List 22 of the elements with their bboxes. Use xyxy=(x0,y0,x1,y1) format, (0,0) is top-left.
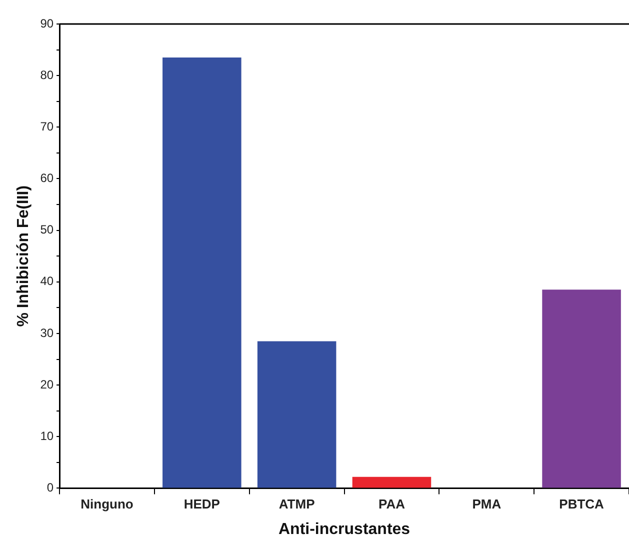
y-tick-label: 20 xyxy=(40,377,54,392)
x-tick-label: Ninguno xyxy=(80,496,134,512)
y-axis-title: % Inhibición Fe(III) xyxy=(15,185,32,327)
y-tick-label: 70 xyxy=(40,119,54,134)
x-tick-label: PBTCA xyxy=(559,496,605,512)
x-tick-label: ATMP xyxy=(278,496,316,512)
y-tick-label: 80 xyxy=(40,68,54,82)
bar xyxy=(257,341,336,488)
bar xyxy=(352,476,432,488)
bar xyxy=(542,290,621,488)
y-tick-label: 10 xyxy=(40,428,54,443)
bar xyxy=(162,58,242,488)
y-tick-label: 90 xyxy=(40,16,54,30)
x-axis-title: Anti-incrustantes xyxy=(278,520,410,538)
y-tick-label: 30 xyxy=(40,326,54,340)
x-tick-label: PAA xyxy=(378,496,406,512)
y-tick-label: 0 xyxy=(46,480,54,495)
y-tick-label: 40 xyxy=(40,274,54,288)
x-tick-label: PMA xyxy=(472,496,502,512)
x-tick-label: HEDP xyxy=(184,496,220,512)
y-tick-label: 60 xyxy=(40,171,54,186)
y-tick-label: 50 xyxy=(40,222,54,237)
